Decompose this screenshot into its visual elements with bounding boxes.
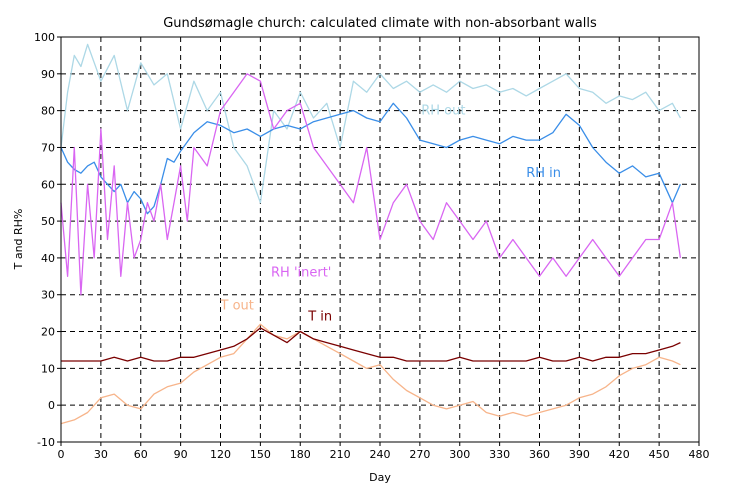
x-tick-label: 360	[529, 448, 550, 461]
x-tick-label: 60	[134, 448, 148, 461]
x-tick-label: 120	[210, 448, 231, 461]
x-tick-label: 450	[649, 448, 670, 461]
x-tick-label: 150	[250, 448, 271, 461]
x-tick-label: 240	[370, 448, 391, 461]
x-axis-label: Day	[369, 471, 391, 484]
chart-title: Gundsømagle church: calculated climate w…	[163, 16, 597, 31]
series-label-rh-out: RH out	[421, 103, 465, 118]
x-tick-label: 330	[489, 448, 510, 461]
series-line-rh-inert	[60, 73, 682, 296]
y-tick-label: 80	[41, 105, 55, 118]
y-tick-label: 0	[48, 399, 55, 412]
y-tick-label: 40	[41, 252, 55, 265]
series-lines	[60, 43, 682, 425]
series-label-t-out: T out	[220, 298, 254, 313]
tick-labels: 0 30 60 90 120 150 180 210 240 270 300 330 360 390 420…	[34, 31, 710, 461]
y-tick-label: 90	[41, 68, 55, 81]
x-tick-label: 210	[330, 448, 351, 461]
series-labels: RH out RH in RH 'inert' T out T in	[220, 103, 562, 324]
x-tick-label: 30	[94, 448, 108, 461]
y-tick-label: 100	[34, 31, 55, 44]
series-line-t-out	[60, 323, 681, 425]
series-line-rh-in	[60, 102, 681, 215]
y-tick-label: 30	[41, 289, 55, 302]
x-tick-label: 270	[409, 448, 430, 461]
y-tick-label: 60	[41, 178, 55, 191]
x-tick-label: 300	[449, 448, 470, 461]
series-label-rh-inert: RH 'inert'	[271, 265, 331, 280]
series-line-t-in	[61, 327, 681, 362]
series-line-rh-out	[60, 43, 681, 204]
y-tick-label: 10	[41, 362, 55, 375]
x-tick-label: 420	[609, 448, 630, 461]
y-tick-label: 50	[41, 215, 55, 228]
series-label-rh-in: RH in	[526, 166, 561, 181]
x-tick-label: 0	[58, 448, 65, 461]
y-tick-label: -10	[37, 436, 55, 449]
x-tick-label: 480	[689, 448, 710, 461]
y-tick-label: 70	[41, 141, 55, 154]
x-tick-label: 390	[569, 448, 590, 461]
y-tick-label: 20	[41, 326, 55, 339]
x-tick-label: 90	[174, 448, 188, 461]
y-axis-label: T and RH%	[12, 209, 25, 271]
x-tick-label: 180	[290, 448, 311, 461]
series-label-t-in: T in	[307, 310, 332, 325]
